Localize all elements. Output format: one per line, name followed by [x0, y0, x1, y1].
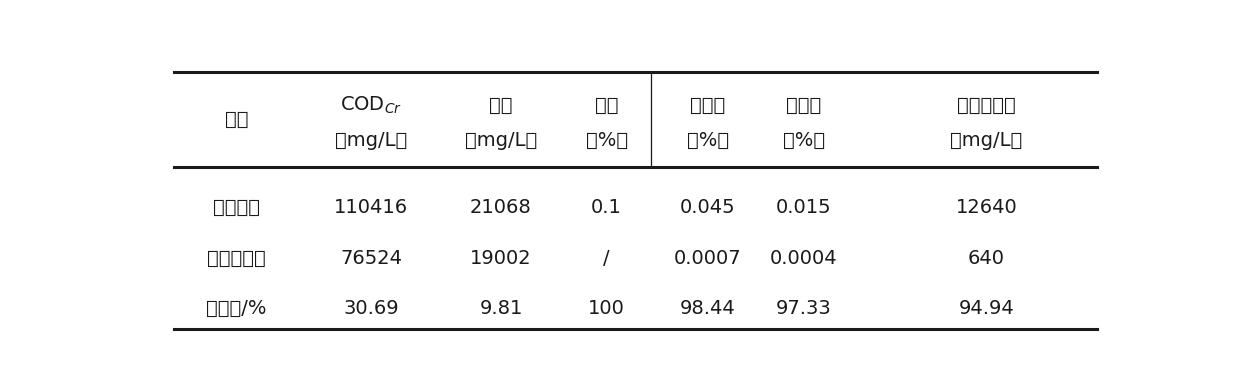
- Text: COD$_{Cr}$: COD$_{Cr}$: [340, 95, 402, 116]
- Text: 进口废水: 进口废水: [213, 198, 260, 217]
- Text: 0.015: 0.015: [776, 198, 832, 217]
- Text: 正丙醇: 正丙醇: [689, 96, 725, 115]
- Text: 12640: 12640: [955, 198, 1017, 217]
- Text: 0.0007: 0.0007: [673, 249, 742, 268]
- Text: （mg/L）: （mg/L）: [950, 131, 1023, 150]
- Text: 30.69: 30.69: [343, 299, 399, 318]
- Text: 21068: 21068: [470, 198, 532, 217]
- Text: 处理后废水: 处理后废水: [207, 249, 267, 268]
- Text: 640: 640: [967, 249, 1004, 268]
- Text: /: /: [604, 249, 610, 268]
- Text: 固体悬浮物: 固体悬浮物: [957, 96, 1016, 115]
- Text: （%）: （%）: [687, 131, 729, 150]
- Text: 9.81: 9.81: [480, 299, 522, 318]
- Text: 项目: 项目: [224, 110, 248, 128]
- Text: （mg/L）: （mg/L）: [465, 131, 537, 150]
- Text: 76524: 76524: [340, 249, 402, 268]
- Text: 0.1: 0.1: [591, 198, 622, 217]
- Text: 19002: 19002: [470, 249, 532, 268]
- Text: （mg/L）: （mg/L）: [335, 131, 408, 150]
- Text: 94.94: 94.94: [959, 299, 1014, 318]
- Text: （%）: （%）: [782, 131, 825, 150]
- Text: 0.045: 0.045: [680, 198, 735, 217]
- Text: （%）: （%）: [585, 131, 627, 150]
- Text: 110416: 110416: [334, 198, 408, 217]
- Text: 0.0004: 0.0004: [770, 249, 837, 268]
- Text: 97.33: 97.33: [776, 299, 832, 318]
- Text: 去除率/%: 去除率/%: [206, 299, 267, 318]
- Text: 98.44: 98.44: [680, 299, 735, 318]
- Text: 异丙醇: 异丙醇: [786, 96, 821, 115]
- Text: 总糖: 总糖: [490, 96, 512, 115]
- Text: 乙醇: 乙醇: [595, 96, 619, 115]
- Text: 100: 100: [588, 299, 625, 318]
